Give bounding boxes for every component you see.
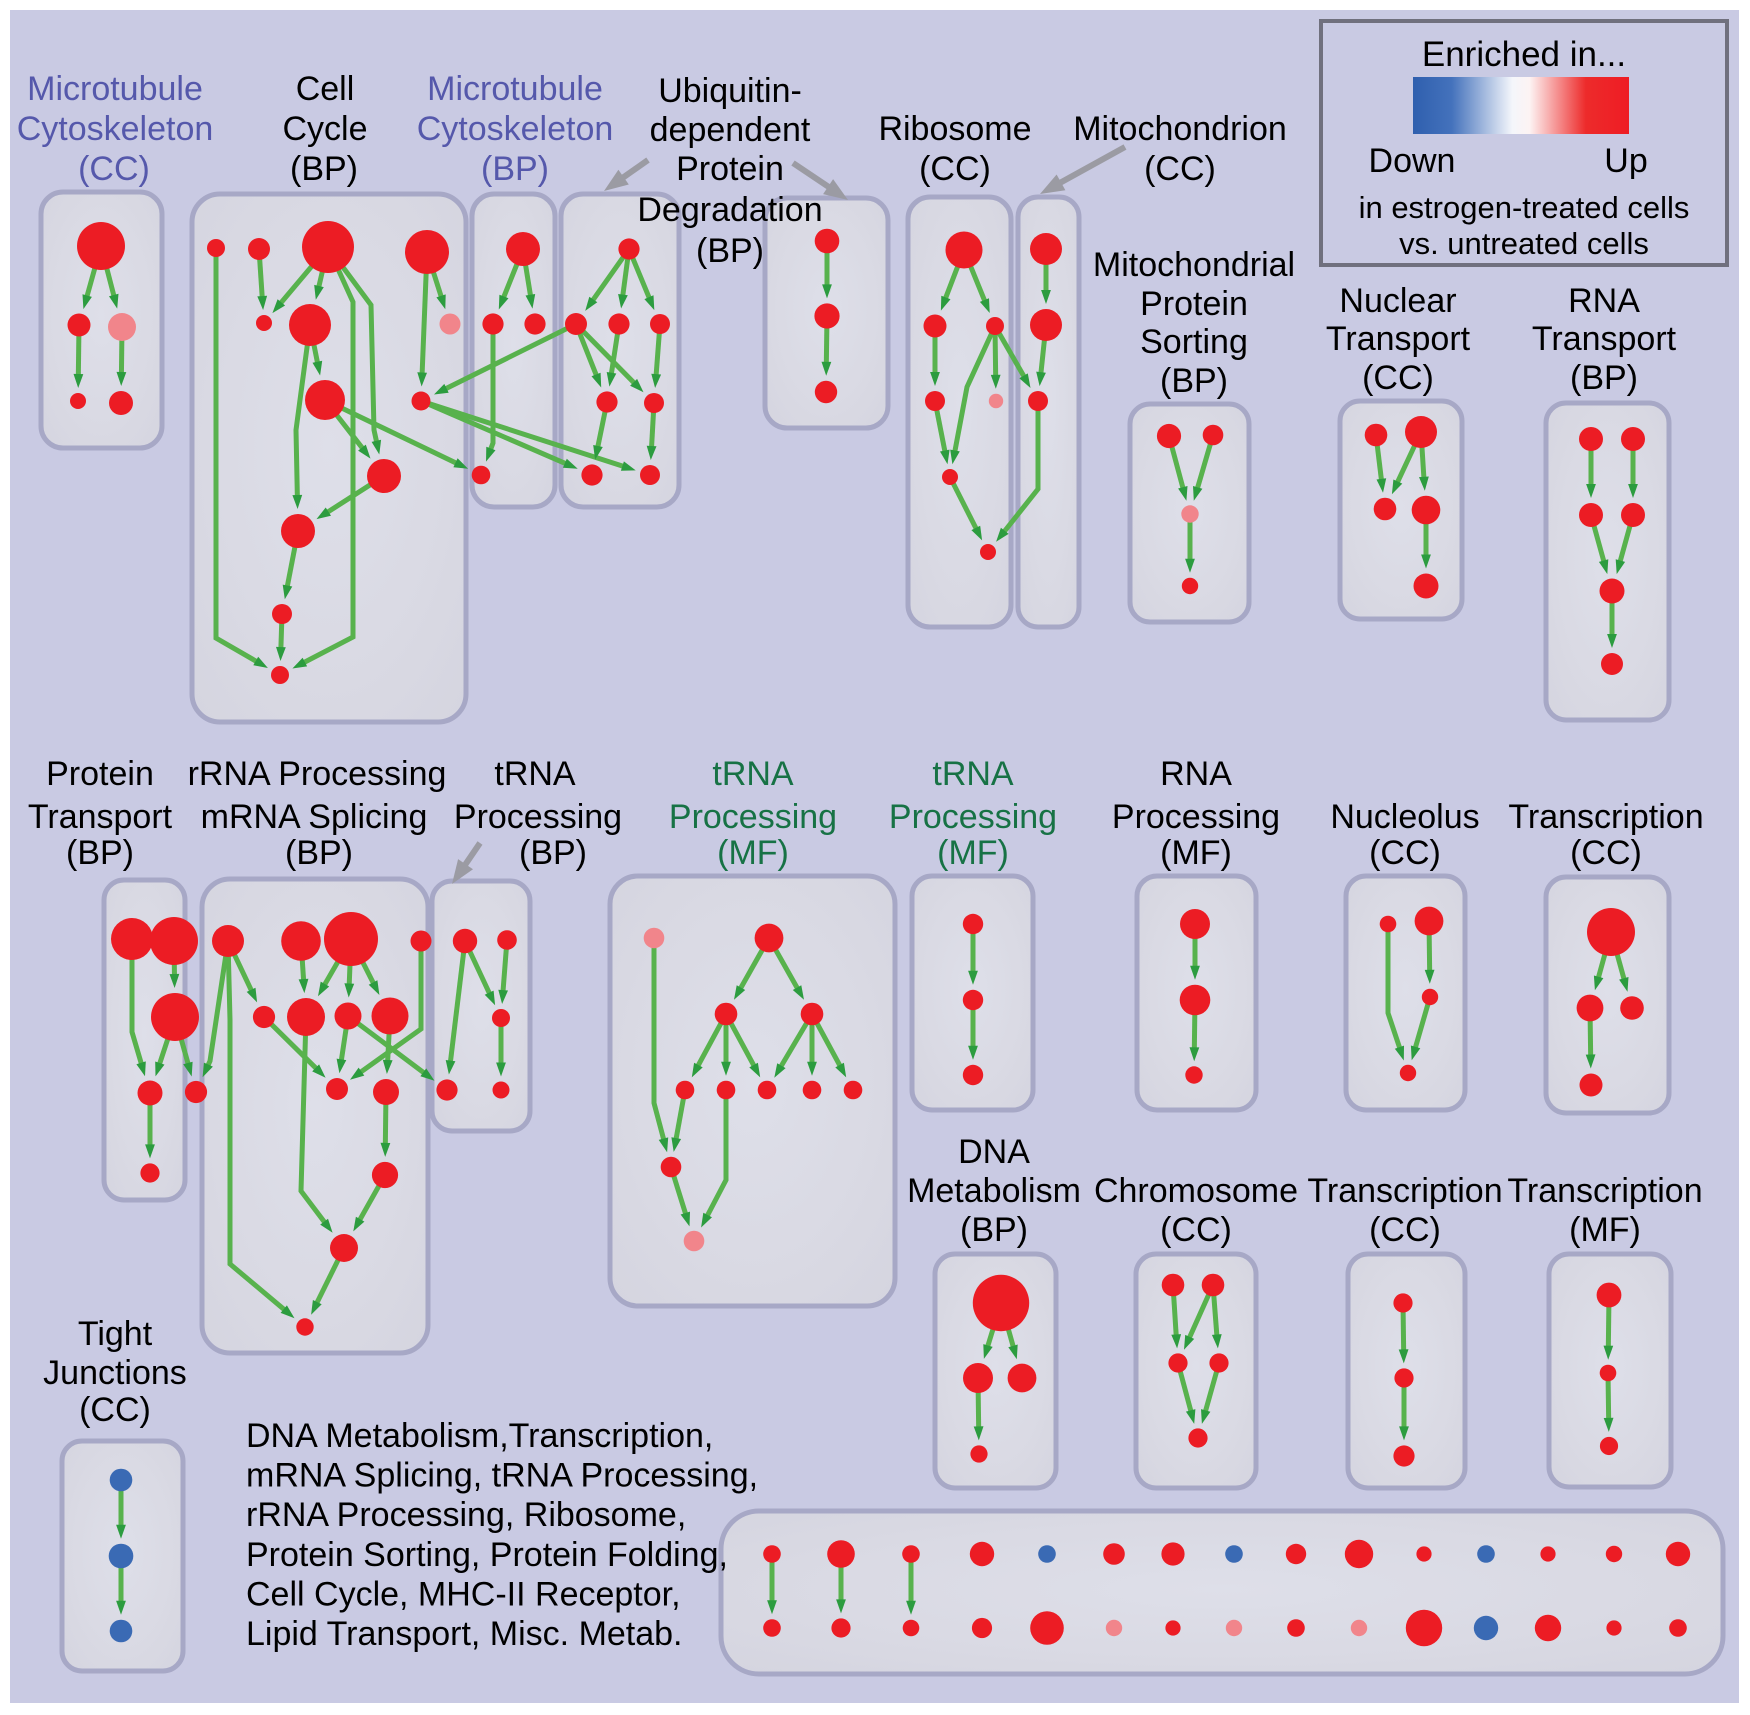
- svg-text:(BP): (BP): [481, 150, 549, 188]
- svg-text:(BP): (BP): [1160, 362, 1228, 400]
- svg-text:Protein: Protein: [1140, 285, 1248, 323]
- svg-text:(CC): (CC): [919, 150, 991, 188]
- svg-text:(CC): (CC): [1369, 1211, 1441, 1249]
- svg-text:Cell Cycle, MHC-II Receptor,: Cell Cycle, MHC-II Receptor,: [246, 1575, 681, 1613]
- svg-text:(MF): (MF): [937, 834, 1009, 872]
- svg-text:Cell: Cell: [296, 70, 355, 108]
- svg-text:Cycle: Cycle: [282, 110, 367, 148]
- svg-text:tRNA: tRNA: [494, 755, 576, 793]
- svg-text:Transcription: Transcription: [1307, 1172, 1502, 1210]
- svg-text:(MF): (MF): [1569, 1211, 1641, 1249]
- svg-text:RNA: RNA: [1160, 755, 1232, 793]
- svg-text:Processing: Processing: [454, 798, 622, 836]
- svg-text:(CC): (CC): [1144, 150, 1216, 188]
- svg-text:Transport: Transport: [1532, 320, 1677, 358]
- svg-text:(BP): (BP): [285, 834, 353, 872]
- svg-text:rRNA Processing: rRNA Processing: [188, 755, 447, 793]
- svg-text:vs. untreated cells: vs. untreated cells: [1399, 226, 1649, 261]
- svg-text:(CC): (CC): [78, 150, 150, 188]
- svg-text:Sorting: Sorting: [1140, 323, 1248, 361]
- svg-text:(MF): (MF): [1160, 834, 1232, 872]
- svg-text:Microtubule: Microtubule: [27, 70, 203, 108]
- svg-text:mRNA Splicing, tRNA Processing: mRNA Splicing, tRNA Processing,: [246, 1457, 758, 1495]
- svg-text:Down: Down: [1369, 142, 1456, 180]
- svg-text:(BP): (BP): [66, 834, 134, 872]
- svg-text:DNA: DNA: [958, 1133, 1030, 1171]
- svg-text:Enriched in...: Enriched in...: [1422, 35, 1626, 74]
- svg-text:Mitochondrion: Mitochondrion: [1073, 110, 1287, 148]
- svg-text:(CC): (CC): [1570, 834, 1642, 872]
- svg-text:Protein Sorting, Protein Foldi: Protein Sorting, Protein Folding,: [246, 1536, 728, 1574]
- svg-text:Tight: Tight: [78, 1315, 153, 1353]
- svg-text:(CC): (CC): [79, 1391, 151, 1429]
- svg-text:(CC): (CC): [1362, 359, 1434, 397]
- svg-text:Microtubule: Microtubule: [427, 70, 603, 108]
- svg-text:(BP): (BP): [519, 834, 587, 872]
- svg-text:Transport: Transport: [1326, 320, 1471, 358]
- svg-text:(BP): (BP): [1570, 359, 1638, 397]
- svg-text:Lipid Transport, Misc. Metab.: Lipid Transport, Misc. Metab.: [246, 1615, 683, 1653]
- svg-text:Transcription: Transcription: [1508, 798, 1703, 836]
- svg-text:Transport: Transport: [28, 798, 173, 836]
- svg-text:Protein: Protein: [46, 755, 154, 793]
- svg-text:Nucleolus: Nucleolus: [1330, 798, 1479, 836]
- svg-text:mRNA Splicing: mRNA Splicing: [201, 798, 428, 836]
- svg-text:Degradation: Degradation: [637, 191, 822, 229]
- svg-text:(BP): (BP): [960, 1211, 1028, 1249]
- svg-text:RNA: RNA: [1568, 282, 1640, 320]
- svg-text:dependent: dependent: [650, 111, 811, 149]
- svg-text:Processing: Processing: [889, 798, 1057, 836]
- svg-text:Ubiquitin-: Ubiquitin-: [658, 72, 802, 110]
- svg-text:Cytoskeleton: Cytoskeleton: [17, 110, 214, 148]
- svg-text:Nuclear: Nuclear: [1339, 282, 1456, 320]
- svg-text:(CC): (CC): [1369, 834, 1441, 872]
- svg-text:Junctions: Junctions: [43, 1354, 187, 1392]
- svg-text:DNA Metabolism,Transcription,: DNA Metabolism,Transcription,: [246, 1417, 713, 1455]
- svg-text:Cytoskeleton: Cytoskeleton: [417, 110, 614, 148]
- svg-text:(BP): (BP): [696, 232, 764, 270]
- svg-text:Up: Up: [1604, 142, 1647, 180]
- svg-text:tRNA: tRNA: [932, 755, 1014, 793]
- svg-text:Processing: Processing: [669, 798, 837, 836]
- svg-text:Protein: Protein: [676, 150, 784, 188]
- svg-text:(BP): (BP): [290, 150, 358, 188]
- svg-text:Chromosome: Chromosome: [1094, 1172, 1298, 1210]
- svg-text:(CC): (CC): [1160, 1211, 1232, 1249]
- svg-text:rRNA Processing, Ribosome,: rRNA Processing, Ribosome,: [246, 1496, 686, 1534]
- svg-text:Ribosome: Ribosome: [878, 110, 1031, 148]
- svg-text:Mitochondrial: Mitochondrial: [1093, 246, 1295, 284]
- svg-text:tRNA: tRNA: [712, 755, 794, 793]
- svg-text:in estrogen-treated cells: in estrogen-treated cells: [1359, 190, 1690, 225]
- svg-text:(MF): (MF): [717, 834, 789, 872]
- svg-text:Metabolism: Metabolism: [907, 1172, 1081, 1210]
- svg-text:Processing: Processing: [1112, 798, 1280, 836]
- svg-text:Transcription: Transcription: [1507, 1172, 1702, 1210]
